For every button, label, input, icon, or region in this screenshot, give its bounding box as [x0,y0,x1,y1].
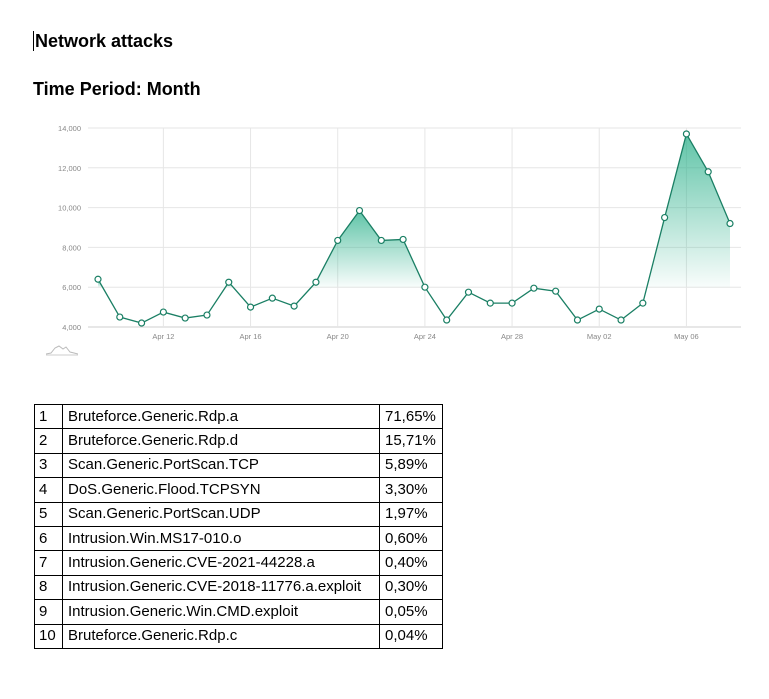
attack-name-cell: Intrusion.Generic.Win.CMD.exploit [62,599,380,625]
share-cell: 0,60% [379,525,443,552]
data-point [334,236,342,245]
mini-chart-icon [46,345,78,356]
data-point [486,299,494,307]
page-title: Network attacks [33,31,174,51]
share-cell: 0,05% [379,599,443,625]
data-point [181,314,189,322]
x-axis-ticks: Apr 12 Apr 16 Apr 20 Apr 24 Apr 28 May 02 May … [152,332,698,341]
rank-cell: 6 [34,525,63,552]
attack-name-cell: Bruteforce.Generic.Rdp.c [62,623,380,649]
share-cell: 5,89% [379,452,443,479]
data-point [246,303,255,311]
share-cell: 1,97% [379,501,443,527]
data-point [421,283,429,291]
table-row: 10 Bruteforce.Generic.Rdp.c 0,04% [34,623,443,649]
data-point [312,278,320,286]
rank-cell: 7 [34,550,63,576]
data-point [573,316,582,324]
attack-name-cell: DoS.Generic.Flood.TCPSYN [62,477,380,503]
table-row: 1 Bruteforce.Generic.Rdp.a 71,65% [34,403,443,430]
data-point [617,316,625,324]
data-point [508,299,516,307]
table-row: 6 Intrusion.Win.MS17-010.o 0,60% [34,525,443,552]
rank-cell: 4 [34,477,63,503]
table-row: 4 DoS.Generic.Flood.TCPSYN 3,30% [34,477,443,503]
table-row: 9 Intrusion.Generic.Win.CMD.exploit 0,05% [34,599,443,625]
x-tick-label: May 02 [587,332,612,341]
rank-cell: 1 [34,403,63,430]
data-point [355,206,364,215]
data-point [682,130,691,138]
data-point [464,288,473,296]
y-tick-label: 4,000 [62,323,81,332]
data-point [290,302,298,310]
time-period-label: Time Period: Month [33,79,201,99]
x-tick-label: Apr 24 [414,332,436,341]
y-tick-label: 10,000 [58,204,81,213]
area-fill [646,133,730,288]
x-tick-label: Apr 16 [239,332,261,341]
attack-name-cell: Intrusion.Generic.CVE-2018-11776.a.explo… [62,574,380,601]
y-tick-label: 6,000 [62,283,81,292]
attacks-area-chart: 4,000 6,000 8,000 10,000 12,000 14,000 Apr 12… [58,124,741,341]
data-point [203,311,211,319]
share-cell: 0,40% [379,550,443,576]
y-tick-label: 12,000 [58,164,81,173]
data-point [552,287,560,295]
x-tick-label: Apr 20 [327,332,349,341]
data-point [377,236,385,245]
data-point [595,305,603,313]
attacks-table: 1 Bruteforce.Generic.Rdp.a 71,65% 2 Brutefor… [34,403,443,649]
series-line [97,132,731,324]
table-row: 7 Intrusion.Generic.CVE-2021-44228.a 0,40% [34,550,443,576]
data-point [530,284,538,292]
data-point [661,213,669,222]
share-cell: 3,30% [379,477,443,503]
data-point [443,316,451,324]
attack-name-cell: Bruteforce.Generic.Rdp.a [62,403,380,430]
x-tick-label: Apr 12 [152,332,174,341]
y-tick-label: 8,000 [62,243,81,252]
rank-cell: 2 [34,428,63,454]
data-point [726,219,734,228]
data-point [94,275,102,283]
chart-grid [88,127,741,328]
attack-name-cell: Intrusion.Win.MS17-010.o [62,525,380,552]
data-point [639,299,647,307]
share-cell: 71,65% [379,403,443,430]
rank-cell: 9 [34,599,63,625]
data-point [116,313,124,321]
x-tick-label: Apr 28 [501,332,523,341]
attack-name-cell: Bruteforce.Generic.Rdp.d [62,428,380,454]
share-cell: 0,30% [379,574,443,601]
y-axis-ticks: 4,000 6,000 8,000 10,000 12,000 14,000 [58,124,81,332]
share-cell: 0,04% [379,623,443,649]
data-point [225,278,233,286]
rank-cell: 8 [34,574,63,601]
data-points [94,130,734,327]
data-point [159,308,167,316]
attack-name-cell: Intrusion.Generic.CVE-2021-44228.a [62,550,380,576]
rank-cell: 5 [34,501,63,527]
attack-name-cell: Scan.Generic.PortScan.UDP [62,501,380,527]
y-tick-label: 14,000 [58,124,81,133]
table-row: 8 Intrusion.Generic.CVE-2018-11776.a.expl… [34,574,443,601]
data-point [399,235,407,244]
rank-cell: 3 [34,452,63,479]
data-point [137,319,146,327]
table-row: 5 Scan.Generic.PortScan.UDP 1,97% [34,501,443,527]
table-row: 3 Scan.Generic.PortScan.TCP 5,89% [34,452,443,479]
data-point [704,168,712,176]
x-tick-label: May 06 [674,332,699,341]
data-point [268,294,276,302]
rank-cell: 10 [34,623,63,649]
share-cell: 15,71% [379,428,443,454]
table-row: 2 Bruteforce.Generic.Rdp.d 15,71% [34,428,443,454]
attack-name-cell: Scan.Generic.PortScan.TCP [62,452,380,479]
area-fill [311,210,425,288]
